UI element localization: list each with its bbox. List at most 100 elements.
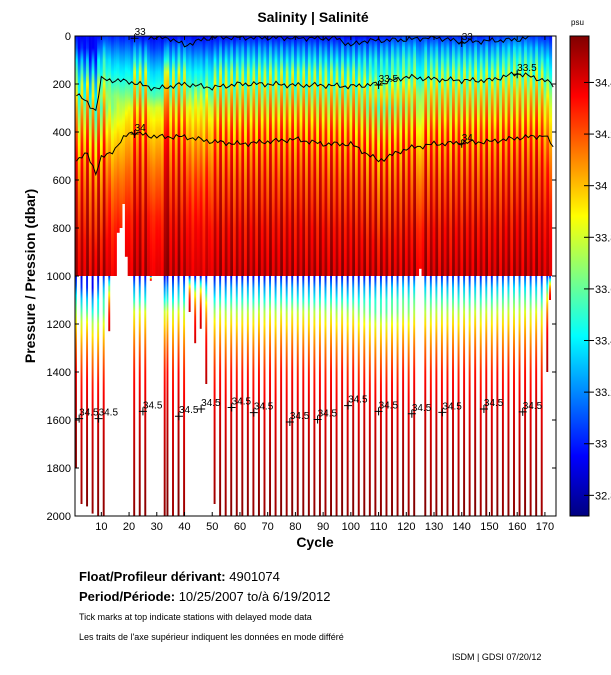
- profile-column: [296, 36, 300, 276]
- profile-column: [97, 36, 101, 276]
- profile-column: [75, 36, 79, 276]
- deep-profile-bar: [468, 276, 471, 516]
- contour-label: 34.5: [179, 405, 199, 416]
- profile-column: [144, 36, 148, 276]
- contour-marker: [94, 414, 103, 423]
- deep-profile-bar: [391, 276, 393, 516]
- profile-column: [432, 36, 436, 276]
- profile-column: [119, 36, 123, 228]
- colorbar-tick-label: 34: [595, 181, 607, 193]
- contour-label: 34.5: [523, 401, 543, 412]
- contour-label: 34.5: [201, 398, 221, 409]
- x-tick-label: 100: [342, 521, 360, 533]
- profile-column: [424, 36, 428, 276]
- profile-column: [507, 36, 511, 276]
- profile-column: [280, 36, 284, 276]
- profile-column: [219, 36, 223, 276]
- profile-column: [318, 36, 323, 276]
- deep-profile-bar: [274, 276, 277, 516]
- colorbar-tick-label: 34.2: [595, 129, 611, 141]
- deep-profile-bar: [224, 276, 227, 516]
- contour-marker: [313, 415, 322, 424]
- profile-column: [105, 36, 109, 276]
- profile-column: [540, 36, 544, 276]
- colorbar-tick-label: 33.4: [595, 336, 611, 348]
- x-tick-label: 160: [508, 521, 526, 533]
- deep-profile-bar: [402, 276, 405, 516]
- y-tick-label: 1600: [47, 415, 71, 427]
- colorbar-tick-label: 33: [595, 439, 607, 451]
- profile-column: [116, 36, 120, 233]
- contour-label: 34.5: [484, 398, 504, 409]
- contour-marker: [197, 405, 206, 413]
- deep-profile-bar: [133, 276, 136, 516]
- profile-column: [313, 36, 317, 276]
- profile-column: [160, 36, 165, 276]
- deep-profile-bar: [507, 276, 510, 516]
- y-axis-ticks: 0 200 400 600 800 1000 1200 1400 1600 1800 2000: [47, 31, 556, 523]
- profile-column: [407, 36, 411, 276]
- deep-profile-bar: [80, 276, 83, 504]
- contour-label: 34.5: [232, 397, 252, 408]
- deep-profile-bar: [374, 276, 377, 516]
- profile-column: [379, 36, 384, 276]
- profile-column: [341, 36, 345, 276]
- contour-marker: [407, 409, 416, 418]
- profile-column: [515, 36, 519, 276]
- profile-column: [205, 36, 209, 276]
- deep-profile-bar: [529, 276, 532, 516]
- contour-marker: [174, 412, 183, 421]
- profile-column: [360, 36, 364, 276]
- profile-column: [374, 36, 378, 276]
- y-tick-label: 0: [65, 31, 71, 43]
- contour-marker: [513, 70, 522, 79]
- profile-column: [216, 36, 220, 276]
- contour-marker: [138, 407, 147, 416]
- profile-column: [366, 36, 370, 276]
- profile-column: [180, 36, 184, 276]
- profile-column: [233, 36, 237, 276]
- profile-column: [352, 36, 356, 276]
- deep-profile-bar: [241, 276, 244, 516]
- profile-column: [169, 36, 173, 276]
- profile-column: [324, 36, 328, 276]
- profile-column: [501, 36, 506, 276]
- contour-label: 34.5: [318, 409, 338, 420]
- profile-column: [113, 36, 117, 276]
- profile-column: [91, 36, 95, 276]
- profile-column: [504, 36, 508, 276]
- profile-column: [102, 36, 106, 276]
- deep-profile-bar: [205, 276, 208, 384]
- profile-column: [355, 36, 359, 276]
- profile-column: [454, 36, 458, 276]
- contour-label: 34: [135, 123, 147, 134]
- deep-profile-bar: [357, 276, 360, 516]
- profile-column: [338, 36, 342, 276]
- deep-profile-bar: [546, 276, 549, 372]
- contour-marker: [457, 139, 466, 148]
- profile-column: [130, 36, 134, 276]
- contour-marker: [374, 81, 383, 89]
- colorbar-tick-label: 33.8: [595, 232, 611, 244]
- contour-label: 33: [462, 32, 474, 43]
- profile-column: [435, 36, 439, 276]
- deep-profile-bar: [318, 276, 321, 516]
- profile-column: [83, 36, 87, 276]
- profile-column: [468, 36, 472, 276]
- x-tick-label: 150: [480, 521, 498, 533]
- profile-column: [321, 36, 325, 276]
- deep-profile-bar: [230, 276, 233, 516]
- contour-label: 34: [462, 133, 474, 144]
- profile-column: [299, 36, 303, 276]
- profile-column: [388, 36, 392, 276]
- x-tick-label: 130: [425, 521, 443, 533]
- deep-profile-bar: [177, 276, 180, 516]
- profile-column: [349, 36, 353, 276]
- deep-profile-bar: [235, 276, 238, 516]
- profile-column: [86, 36, 90, 276]
- x-tick-label: 140: [453, 521, 471, 533]
- contour-label: 34.5: [379, 400, 399, 411]
- profile-column: [482, 36, 486, 276]
